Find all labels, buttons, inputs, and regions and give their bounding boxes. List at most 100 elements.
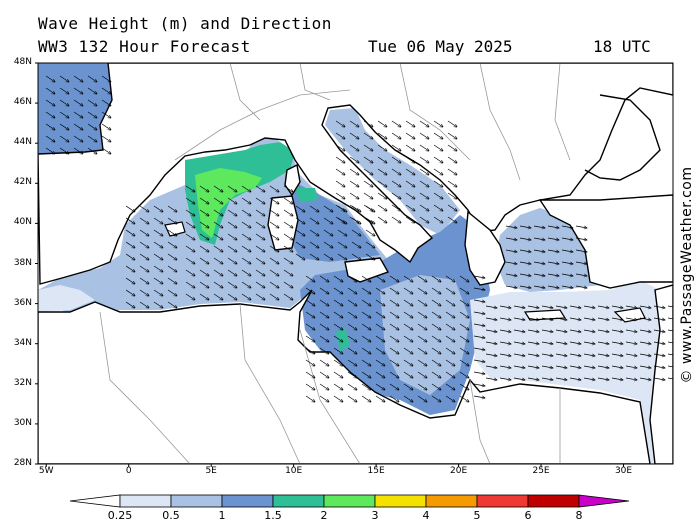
direction-arrow	[625, 377, 637, 380]
direction-arrow	[519, 249, 531, 252]
direction-arrow	[499, 329, 511, 332]
direction-arrow	[419, 180, 429, 187]
direction-arrow	[255, 257, 265, 264]
direction-arrow	[433, 132, 443, 139]
land-sardinia	[267, 195, 299, 251]
legend-swatch	[272, 494, 325, 508]
direction-arrow	[305, 347, 315, 354]
direction-arrow	[403, 275, 413, 282]
direction-arrow	[583, 329, 595, 332]
direction-arrow	[519, 273, 531, 276]
direction-arrow	[499, 341, 511, 344]
direction-arrow	[59, 111, 69, 118]
direction-arrow	[335, 168, 345, 175]
direction-arrow	[389, 383, 399, 390]
direction-arrow	[417, 311, 427, 318]
direction-arrow	[305, 299, 315, 306]
direction-arrow	[269, 293, 279, 300]
direction-arrow	[319, 335, 329, 342]
direction-arrow	[185, 269, 195, 276]
direction-arrow	[375, 359, 385, 366]
chart-title: Wave Height (m) and Direction	[38, 14, 332, 33]
direction-arrow	[213, 221, 223, 228]
lon-label: 10E	[285, 466, 303, 476]
direction-arrow	[87, 135, 97, 142]
legend-label: 2	[320, 509, 328, 522]
forecast-subtitle: WW3 132 Hour Forecast	[38, 37, 251, 56]
direction-arrow	[405, 156, 415, 163]
direction-arrow	[347, 359, 357, 366]
direction-arrow	[365, 241, 375, 248]
direction-arrow	[459, 395, 469, 402]
direction-arrow	[419, 204, 429, 211]
direction-arrow	[335, 204, 345, 211]
direction-arrow	[349, 132, 359, 139]
direction-arrow	[255, 269, 265, 276]
direction-arrow	[269, 221, 279, 228]
direction-arrow	[73, 99, 83, 106]
direction-arrow	[125, 241, 135, 248]
direction-arrow	[417, 335, 427, 342]
direction-arrow	[335, 192, 345, 199]
direction-arrow	[139, 301, 149, 308]
direction-arrow	[153, 301, 163, 308]
direction-arrow	[101, 75, 111, 82]
direction-arrow	[513, 305, 525, 308]
direction-arrow	[269, 269, 279, 276]
direction-arrow	[433, 144, 443, 151]
direction-arrow	[377, 132, 387, 139]
direction-arrow	[417, 275, 427, 282]
direction-arrow	[213, 185, 223, 192]
direction-arrow	[625, 317, 637, 320]
direction-arrow	[153, 253, 163, 260]
lat-label: 46N	[13, 97, 32, 108]
direction-arrow	[405, 180, 415, 187]
direction-arrow	[125, 277, 135, 284]
direction-arrow	[527, 341, 539, 344]
lat-label: 38N	[13, 257, 32, 268]
direction-arrow	[167, 301, 177, 308]
lon-label: 5E	[205, 466, 217, 476]
direction-arrow	[377, 180, 387, 187]
direction-arrow	[337, 241, 347, 248]
direction-arrow	[101, 99, 111, 106]
direction-arrow	[323, 253, 333, 260]
direction-arrow	[347, 395, 357, 402]
direction-arrow	[391, 192, 401, 199]
lat-label: 36N	[13, 297, 32, 308]
direction-arrow	[337, 229, 347, 236]
direction-arrow	[295, 205, 305, 212]
axis-ticks	[35, 62, 625, 467]
direction-arrow	[431, 347, 441, 354]
direction-arrow	[419, 156, 429, 163]
forecast-date: Tue 06 May 2025	[368, 37, 513, 56]
direction-arrow	[295, 241, 305, 248]
direction-arrow	[87, 99, 97, 106]
direction-arrow	[445, 323, 455, 330]
direction-arrow	[569, 341, 581, 344]
direction-arrow	[419, 168, 429, 175]
direction-arrow	[333, 311, 343, 318]
direction-arrow	[323, 241, 333, 248]
direction-arrow	[561, 285, 573, 288]
direction-arrow	[73, 123, 83, 130]
direction-arrow	[459, 335, 469, 342]
direction-arrow	[611, 377, 623, 380]
direction-arrow	[309, 205, 319, 212]
direction-arrow	[611, 329, 623, 332]
direction-arrow	[323, 229, 333, 236]
legend-label: 0.25	[107, 509, 133, 522]
direction-arrow	[473, 347, 485, 350]
direction-arrow	[447, 144, 457, 151]
direction-arrow	[447, 180, 457, 187]
direction-arrow	[653, 317, 665, 320]
direction-arrow	[319, 383, 329, 390]
legend-label: 8	[575, 509, 583, 522]
land-corsica	[284, 163, 301, 197]
wave-high-bonifacio	[295, 188, 318, 202]
direction-arrow	[363, 120, 373, 127]
direction-arrow	[417, 287, 427, 294]
direction-arrow	[505, 225, 517, 228]
